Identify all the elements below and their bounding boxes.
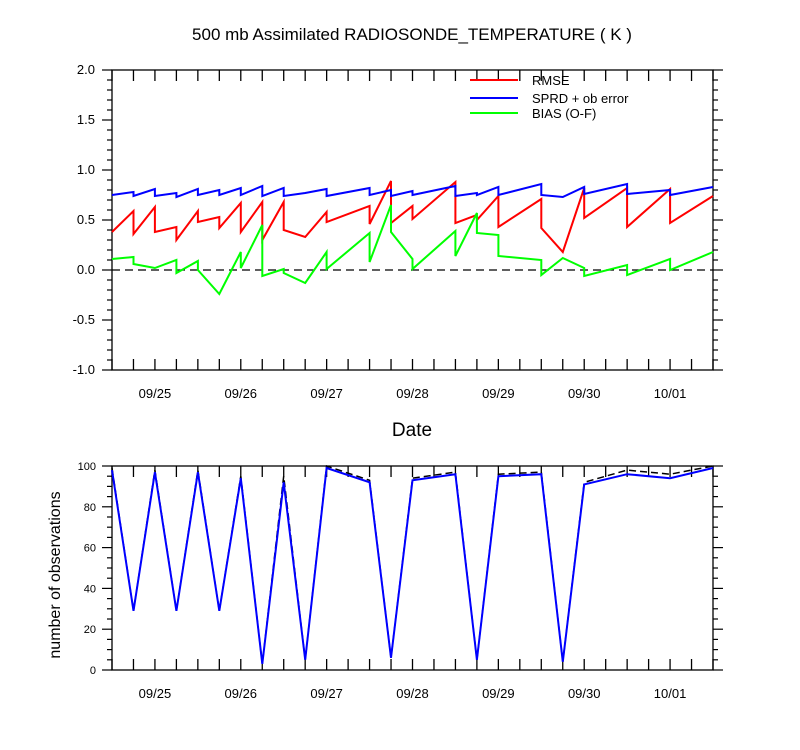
x-tick-label: 09/30 bbox=[568, 686, 601, 701]
x-tick-label: 09/29 bbox=[482, 686, 515, 701]
y-tick-label: -0.5 bbox=[73, 312, 95, 327]
y-tick-label: 80 bbox=[84, 502, 96, 514]
x-tick-label: 09/25 bbox=[139, 686, 172, 701]
y-tick-label: -1.0 bbox=[73, 362, 95, 377]
y-tick-label: 0.0 bbox=[77, 262, 95, 277]
bottom-plot: 09/25 09/26 09/27 09/28 09/29 09/30 10/01 0 20 40… bbox=[78, 461, 723, 701]
legend-label-rmse: RMSE bbox=[532, 73, 570, 88]
series-line-rmse bbox=[111, 179, 714, 254]
x-tick-label: 09/28 bbox=[396, 686, 429, 701]
y-tick-label: 2.0 bbox=[77, 62, 95, 77]
legend: RMSE SPRD + ob error BIAS (O-F) bbox=[470, 73, 629, 121]
y-tick-label: 1.0 bbox=[77, 162, 95, 177]
x-tick-label: 10/01 bbox=[654, 386, 687, 401]
series-line-sprd-ob-error bbox=[111, 182, 714, 199]
y-tick-label: 100 bbox=[78, 461, 96, 473]
legend-label-bias: BIAS (O-F) bbox=[532, 106, 596, 121]
x-tick-label: 09/30 bbox=[568, 386, 601, 401]
x-tick-label: 10/01 bbox=[654, 686, 687, 701]
x-axis-label: Date bbox=[392, 420, 432, 441]
x-tick-label: 09/28 bbox=[396, 386, 429, 401]
series-line-used bbox=[111, 466, 714, 665]
x-tick-label: 09/26 bbox=[225, 386, 258, 401]
top-plot: 09/25 09/26 09/27 09/28 09/29 09/30 10/01 -1.0 -… bbox=[73, 62, 723, 401]
y-tick-label: 0.5 bbox=[77, 212, 95, 227]
series-line-bias-o-f bbox=[111, 204, 714, 296]
x-tick-label: 09/27 bbox=[310, 686, 343, 701]
x-tick-label: 09/25 bbox=[139, 386, 172, 401]
y-tick-label: 1.5 bbox=[77, 112, 95, 127]
y-tick-label: 60 bbox=[84, 543, 96, 555]
y-axis-label-observations: number of observations bbox=[47, 491, 64, 658]
legend-label-sprd: SPRD + ob error bbox=[532, 91, 629, 106]
y-tick-label: 20 bbox=[84, 624, 96, 636]
chart-title: 500 mb Assimilated RADIOSONDE_TEMPERATUR… bbox=[192, 25, 632, 44]
x-tick-label: 09/26 bbox=[225, 686, 258, 701]
y-tick-label: 0 bbox=[90, 665, 96, 677]
y-tick-label: 40 bbox=[84, 583, 96, 595]
x-tick-label: 09/27 bbox=[310, 386, 343, 401]
x-tick-label: 09/29 bbox=[482, 386, 515, 401]
